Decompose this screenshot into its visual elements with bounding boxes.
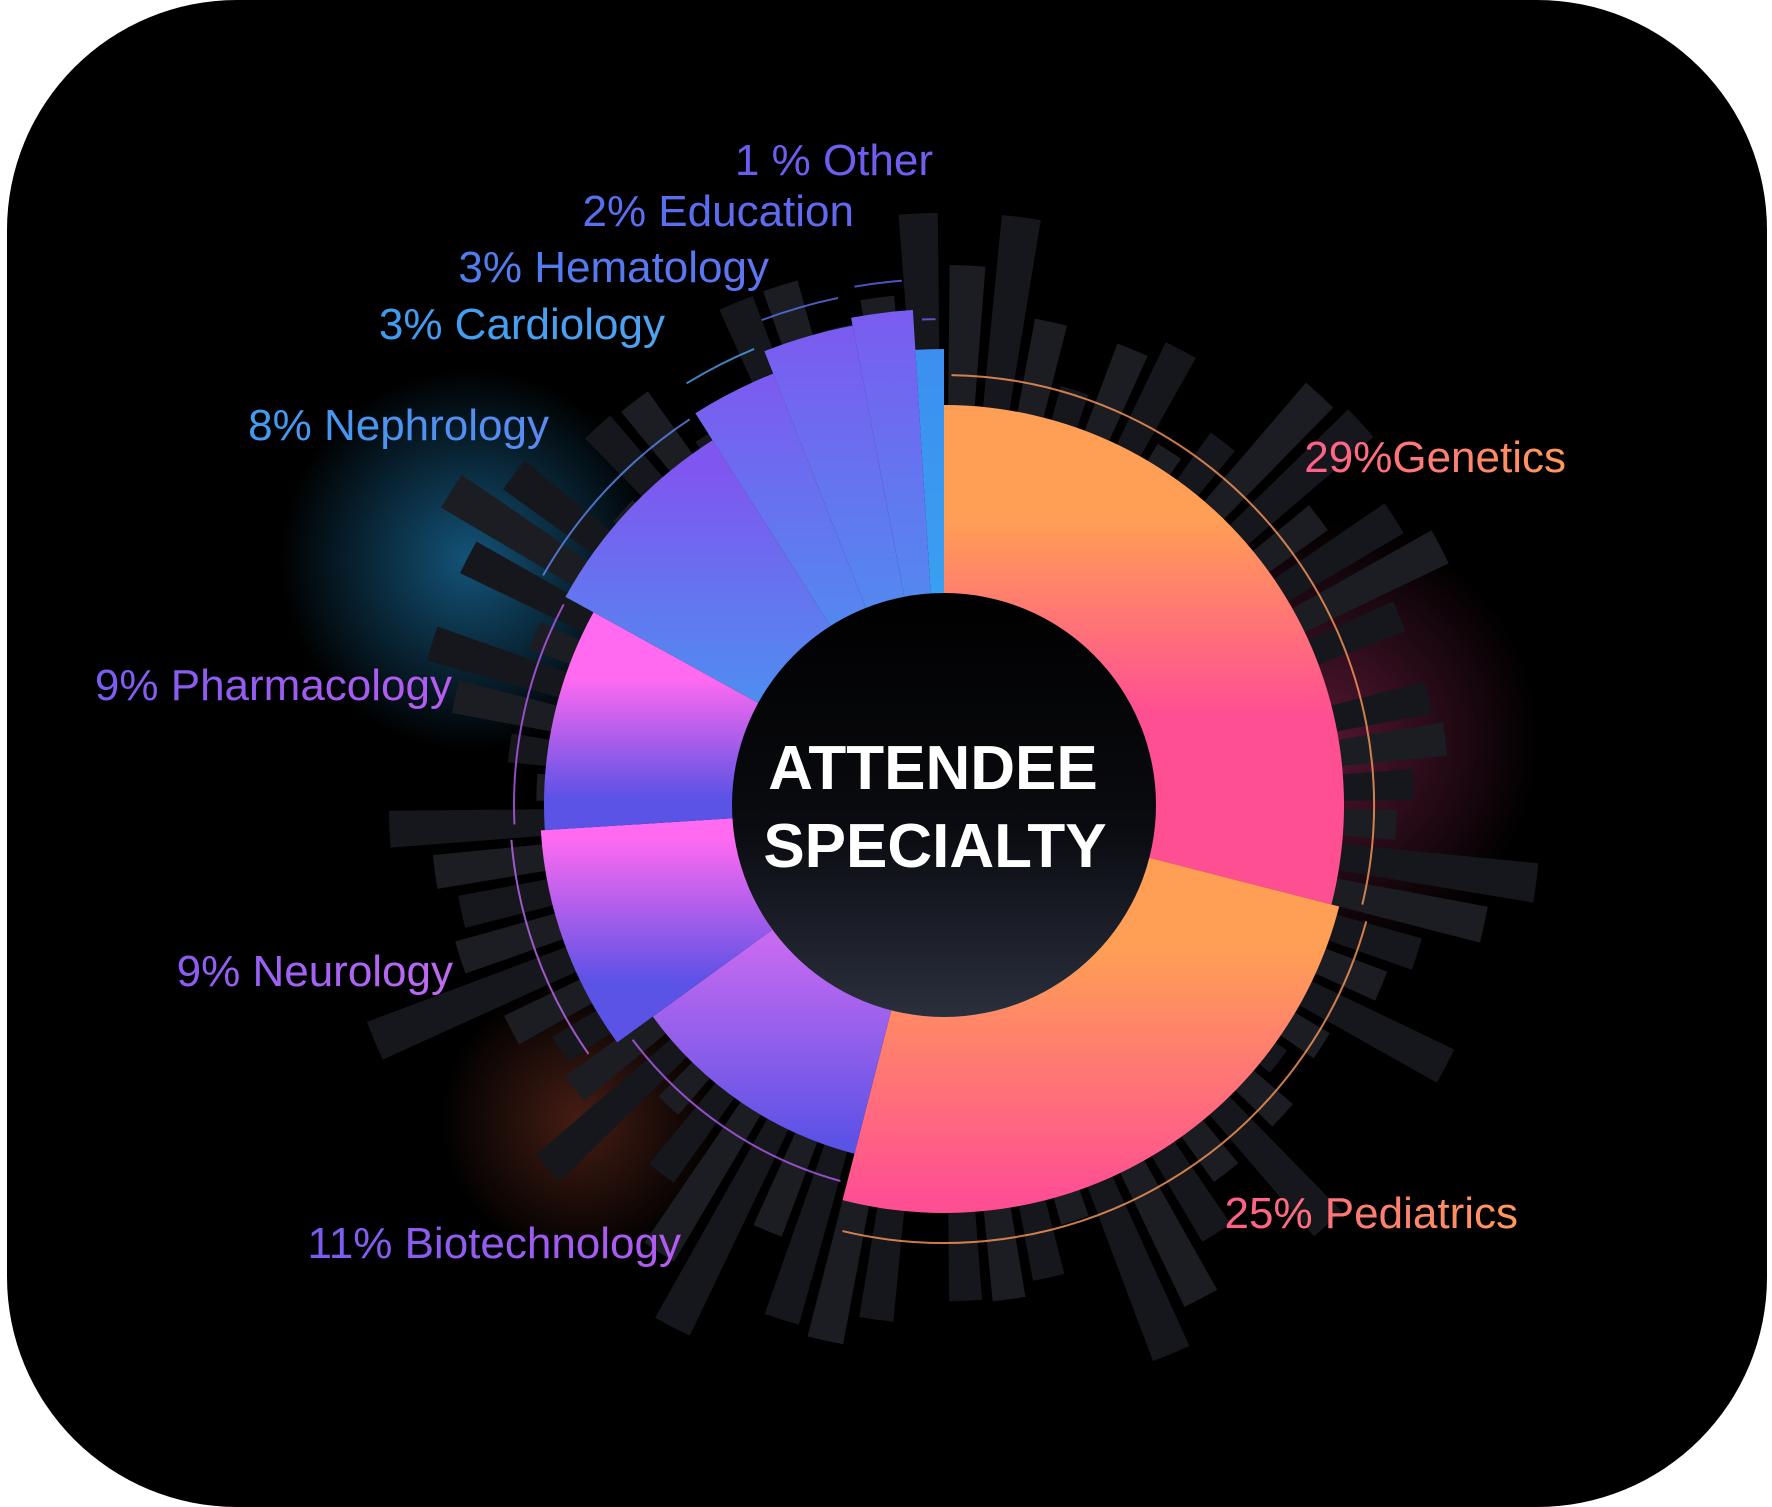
- slice-label-5: 8% Nephrology: [248, 401, 549, 450]
- slice-1: [842, 857, 1340, 1213]
- center-title-line-1: ATTENDEE: [768, 734, 1098, 803]
- slice-outer-arc: [761, 296, 839, 322]
- slice-label-8: 2% Education: [582, 187, 854, 236]
- slice-label-3: 9% Neurology: [177, 947, 453, 996]
- background-bar: [535, 1039, 687, 1182]
- slice-8: [851, 309, 931, 599]
- slice-0: [944, 405, 1344, 905]
- slice-outer-arc: [854, 279, 902, 288]
- slice-outer-arc: [842, 921, 1368, 1245]
- background-bar: [388, 808, 586, 848]
- slice-outer-arc: [951, 374, 1375, 905]
- background-bar: [979, 214, 1041, 450]
- slice-outer-arc: [542, 418, 691, 576]
- slice-label-1: 25% Pediatrics: [1225, 1189, 1518, 1238]
- background-bar: [1299, 840, 1539, 903]
- slice-outer-arc: [513, 603, 565, 825]
- background-bar: [1070, 1132, 1190, 1362]
- background-bar: [658, 1062, 710, 1115]
- slice-outer-arc: [510, 839, 590, 1055]
- background-bar: [1292, 871, 1488, 943]
- slice-4: [544, 612, 760, 831]
- background-bar: [649, 1083, 735, 1183]
- outer-arcs: [510, 279, 1375, 1245]
- slice-9: [915, 349, 944, 596]
- background-bar: [655, 1118, 789, 1336]
- background-bar: [764, 1144, 848, 1325]
- slice-label-4: 9% Pharmacology: [95, 661, 452, 710]
- slice-6: [695, 373, 867, 628]
- background-bar: [947, 265, 986, 447]
- center-disc: [732, 593, 1156, 1017]
- slice-label-0: 29%Genetics: [1304, 433, 1566, 482]
- center-title-line-2: SPECIALTY: [763, 812, 1106, 881]
- background-bar: [1201, 409, 1374, 571]
- background-bar: [426, 626, 605, 709]
- background-bar: [753, 1132, 818, 1237]
- slice-outer-arc: [686, 348, 755, 385]
- slice-label-9: 1 % Other: [735, 136, 933, 185]
- background-bar: [1257, 530, 1449, 650]
- slice-label-7: 3% Hematology: [458, 243, 769, 292]
- background-bar: [460, 541, 631, 650]
- chart-slices: [540, 309, 1344, 1213]
- background-bar: [644, 1102, 761, 1262]
- slice-label-6: 3% Cardiology: [379, 300, 665, 349]
- slice-5: [565, 440, 832, 704]
- slice-outer-arc: [631, 1039, 841, 1182]
- background-bar: [565, 1014, 666, 1101]
- slice-label-2: 11% Biotechnology: [308, 1219, 681, 1268]
- background-bar: [366, 931, 617, 1060]
- background-bar: [1178, 382, 1334, 548]
- slice-7: [764, 325, 905, 610]
- slice-labels: 29%Genetics 25% Pediatrics 11% Biotechnolo…: [95, 136, 1566, 1268]
- slice-3: [540, 818, 775, 1043]
